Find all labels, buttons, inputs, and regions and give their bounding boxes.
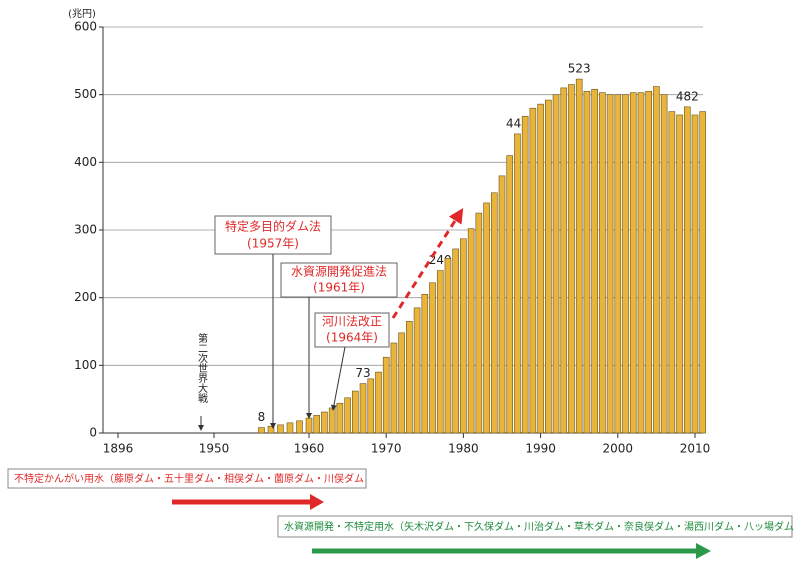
bar [521,116,529,434]
bar [321,411,328,434]
bar [277,424,284,434]
bar [699,111,707,434]
x-tick-label: 1980 [448,442,479,456]
data-label: 8 [258,410,266,424]
bar [537,103,544,434]
bar [258,427,265,434]
bar [490,192,498,434]
bar [375,371,382,434]
data-label: 73 [355,366,370,380]
x-tick-label: 1960 [294,442,325,456]
bar [575,78,583,434]
bar [313,415,321,434]
x-tick-label: 1950 [199,442,230,456]
y-tick-label: 500 [74,87,97,101]
y-unit: (兆円) [68,8,96,20]
period-arrow-head [696,543,711,559]
annotation-box [314,312,390,348]
bar [359,383,367,434]
annotation: 河川法改正 [322,315,382,329]
bar [637,92,645,434]
bar [614,94,622,434]
x-tick-label: 2010 [680,442,711,456]
bar [367,378,375,434]
bar [336,402,344,434]
bar [444,258,452,434]
x-tick-label: 2000 [603,442,634,456]
y-tick-label: 0 [89,426,97,440]
bar [660,94,668,434]
bar [406,321,413,434]
annotation: 水資源開発促進法 [291,265,387,279]
data-label: 523 [568,62,591,76]
bar [344,397,351,434]
x-tick-label: 1896 [103,442,134,456]
bar [467,228,475,434]
y-tick-label: 600 [74,20,97,34]
bar [413,307,421,434]
bar [514,133,521,434]
y-tick-label: 200 [74,290,97,304]
x-tick-label: 1970 [371,442,402,456]
bar [583,90,591,434]
bar [653,86,660,434]
bar [683,106,691,434]
bar [552,94,560,434]
trend-arrow [391,207,464,319]
bar [568,84,575,434]
bar [475,212,483,434]
bar [429,282,436,434]
plot: 0 100 200 300 400 500 600 1896 1950 1960 1970 1980 1… [74,20,710,456]
period-arrow-head [310,494,324,510]
bar [460,238,467,434]
bar [305,417,313,434]
bar [529,107,537,434]
data-label: 482 [676,89,699,103]
x-tick-label: 1990 [525,442,556,456]
bar [545,99,552,434]
bar [296,420,303,434]
bar [629,92,637,434]
bar [352,390,359,434]
bar [676,114,683,434]
bar [668,111,676,434]
bar [645,90,652,434]
annotation-box [214,215,332,255]
bar [452,248,459,434]
bar [506,155,514,434]
annotation: (1957年) [247,237,299,251]
bar [390,342,398,434]
bar [498,175,506,434]
bar [691,114,699,434]
bar [591,88,598,434]
pointer [330,346,346,411]
bar [286,422,294,434]
y-tick-label: 300 [74,223,97,237]
bar [606,94,614,434]
bar [622,94,629,434]
bar [421,293,429,434]
period-box [7,468,367,489]
bar [560,87,568,434]
annotation: 特定多目的ダム法 [225,219,321,234]
bar [328,407,336,434]
period-box [277,515,793,538]
annotation-box [280,262,398,298]
annotation: (1961年) [313,281,365,295]
annotation: 第二次世界大戦 [196,332,208,404]
bar [599,92,606,434]
bar [483,202,490,434]
period-label: 水資源開発・不特定用水（矢木沢ダム・下久保ダム・川治ダム・草木ダム・奈良俣ダム・… [284,520,794,533]
y-tick-label: 400 [74,155,97,169]
period-label: 不特定かんがい用水（藤原ダム・五十里ダム・相俣ダム・薗原ダム・川俣ダム [14,472,364,485]
bar [436,270,444,434]
annotation: (1964年) [326,331,378,345]
bar [398,332,405,434]
y-tick-label: 100 [74,358,97,372]
bar [382,356,390,434]
